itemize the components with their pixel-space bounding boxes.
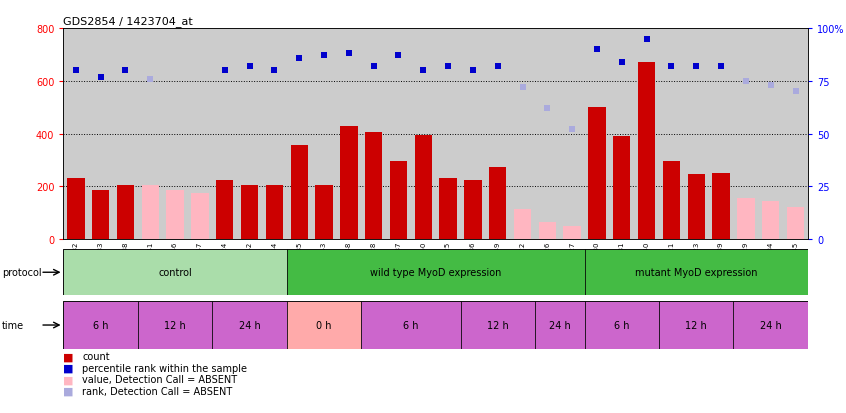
Bar xyxy=(365,133,382,240)
Bar xyxy=(588,108,606,240)
Text: 12 h: 12 h xyxy=(685,320,707,330)
Text: 6 h: 6 h xyxy=(614,320,629,330)
Text: 24 h: 24 h xyxy=(549,320,571,330)
Bar xyxy=(762,202,779,240)
Bar xyxy=(141,185,159,240)
Text: percentile rank within the sample: percentile rank within the sample xyxy=(82,363,247,373)
Bar xyxy=(733,301,808,349)
Bar xyxy=(63,250,287,295)
Bar xyxy=(287,250,585,295)
Bar xyxy=(167,191,184,240)
Bar xyxy=(659,301,733,349)
Bar xyxy=(67,179,85,240)
Bar xyxy=(290,146,308,240)
Text: ■: ■ xyxy=(63,363,74,373)
Bar xyxy=(63,301,138,349)
Text: count: count xyxy=(82,351,110,361)
Text: 12 h: 12 h xyxy=(164,320,186,330)
Bar xyxy=(216,180,233,240)
Text: 12 h: 12 h xyxy=(486,320,508,330)
Text: wild type MyoD expression: wild type MyoD expression xyxy=(370,268,502,278)
Text: 24 h: 24 h xyxy=(239,320,261,330)
Bar xyxy=(737,199,755,240)
Text: 6 h: 6 h xyxy=(93,320,108,330)
Text: control: control xyxy=(158,268,192,278)
Text: 6 h: 6 h xyxy=(404,320,419,330)
Text: ■: ■ xyxy=(63,386,74,396)
Bar xyxy=(439,179,457,240)
Bar xyxy=(585,250,808,295)
Bar xyxy=(613,137,630,240)
Text: time: time xyxy=(2,320,24,330)
Bar xyxy=(539,223,556,240)
Text: ■: ■ xyxy=(63,375,74,385)
Bar xyxy=(316,185,332,240)
Text: 24 h: 24 h xyxy=(760,320,782,330)
Text: GDS2854 / 1423704_at: GDS2854 / 1423704_at xyxy=(63,16,193,27)
Bar xyxy=(563,226,581,240)
Text: rank, Detection Call = ABSENT: rank, Detection Call = ABSENT xyxy=(82,386,233,396)
Bar xyxy=(92,191,109,240)
Bar xyxy=(460,301,535,349)
Bar xyxy=(712,174,730,240)
Bar xyxy=(340,126,358,240)
Text: 0 h: 0 h xyxy=(316,320,332,330)
Text: value, Detection Call = ABSENT: value, Detection Call = ABSENT xyxy=(82,375,237,385)
Text: ■: ■ xyxy=(63,351,74,361)
Bar xyxy=(787,208,805,240)
Bar xyxy=(138,301,212,349)
Bar xyxy=(662,162,680,240)
Bar xyxy=(514,209,531,240)
Bar xyxy=(688,175,705,240)
Bar xyxy=(390,162,407,240)
Bar xyxy=(464,180,481,240)
Text: protocol: protocol xyxy=(2,268,41,278)
Bar xyxy=(415,135,432,240)
Bar xyxy=(638,63,656,240)
Bar xyxy=(489,167,507,240)
Bar xyxy=(266,185,283,240)
Bar xyxy=(287,301,361,349)
Bar xyxy=(212,301,287,349)
Bar xyxy=(585,301,659,349)
Bar xyxy=(361,301,460,349)
Bar xyxy=(117,185,135,240)
Bar xyxy=(535,301,585,349)
Bar xyxy=(241,185,258,240)
Text: mutant MyoD expression: mutant MyoD expression xyxy=(635,268,757,278)
Bar xyxy=(191,193,209,240)
